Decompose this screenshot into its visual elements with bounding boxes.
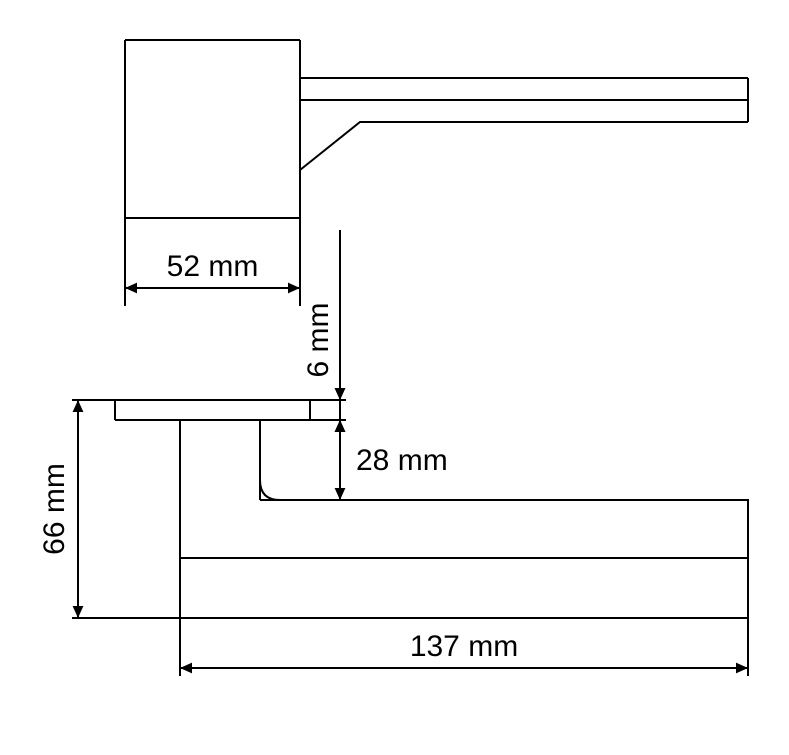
technical-drawing: 52 mm 6 mm 28 mm 66 mm 137 mm — [0, 0, 789, 755]
svg-text:28 mm: 28 mm — [356, 444, 448, 477]
svg-text:52 mm: 52 mm — [167, 250, 259, 283]
svg-text:6 mm: 6 mm — [302, 303, 335, 378]
svg-text:66 mm: 66 mm — [38, 463, 71, 555]
svg-text:137 mm: 137 mm — [410, 630, 518, 663]
